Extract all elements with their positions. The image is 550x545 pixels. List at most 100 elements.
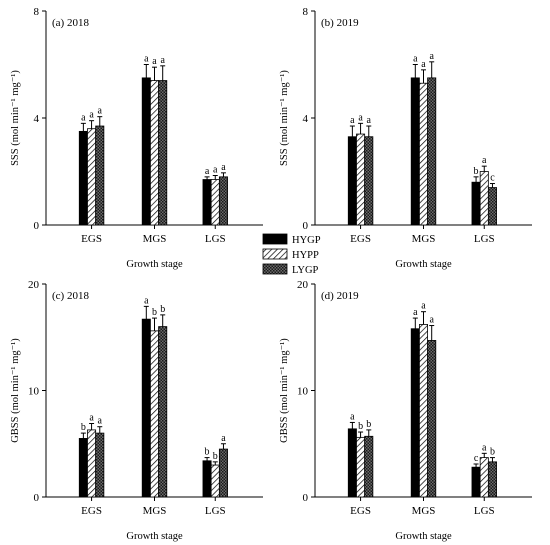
significance-letter: b — [490, 447, 495, 458]
y-tick-label: 10 — [28, 386, 40, 398]
bar — [202, 179, 212, 226]
significance-letter: b — [81, 422, 86, 433]
x-tick-label: MGS — [143, 505, 167, 517]
bar — [141, 77, 151, 226]
significance-letter: a — [152, 56, 157, 67]
panel-label: (b) 2019 — [321, 17, 359, 29]
bar — [158, 326, 168, 498]
panel-label: (a) 2018 — [52, 17, 89, 29]
bar — [149, 330, 159, 498]
x-tick-label: EGS — [81, 505, 102, 517]
legend-label: HYPP — [292, 250, 319, 261]
x-tick-label: LGS — [205, 505, 226, 517]
bar — [479, 457, 489, 498]
bar — [418, 324, 428, 498]
significance-letter: a — [89, 110, 94, 121]
x-tick-label: LGS — [474, 233, 495, 245]
significance-letter: a — [421, 59, 426, 70]
x-axis-title: Growth stage — [126, 531, 183, 542]
bar — [356, 133, 366, 226]
x-tick-label: EGS — [350, 233, 371, 245]
y-tick-label: 0 — [34, 492, 40, 504]
significance-letter: a — [98, 416, 103, 427]
bar — [202, 460, 212, 498]
significance-letter: a — [413, 307, 418, 318]
y-axis-title: SSS (mol min⁻¹ mg⁻¹) — [279, 70, 290, 166]
legend-swatch — [262, 233, 288, 245]
bar — [210, 179, 220, 226]
significance-letter: a — [98, 106, 103, 117]
bar — [158, 80, 168, 226]
y-tick-label: 8 — [34, 6, 40, 18]
bar — [364, 435, 374, 498]
y-axis-title: GBSS (mol min⁻¹ mg⁻¹) — [10, 338, 21, 443]
significance-letter: a — [89, 413, 94, 424]
bar — [78, 130, 88, 226]
bar — [410, 328, 420, 498]
x-tick-label: EGS — [350, 505, 371, 517]
bar — [210, 464, 220, 498]
significance-letter: a — [413, 54, 418, 65]
y-tick-label: 8 — [303, 6, 309, 18]
significance-letter: a — [144, 54, 149, 65]
significance-letter: a — [205, 166, 210, 177]
significance-letter: b — [358, 421, 363, 432]
significance-letter: a — [367, 115, 372, 126]
x-axis-title: Growth stage — [395, 531, 452, 542]
significance-letter: a — [482, 155, 487, 166]
significance-letter: c — [490, 173, 495, 184]
legend-label: HYGP — [292, 235, 321, 246]
bar — [218, 176, 228, 226]
panel-label: (c) 2018 — [52, 290, 89, 302]
panel-label: (d) 2019 — [321, 290, 359, 302]
y-tick-label: 10 — [297, 386, 309, 398]
bar — [149, 80, 159, 226]
significance-letter: a — [421, 301, 426, 312]
x-tick-label: EGS — [81, 233, 102, 245]
x-tick-label: MGS — [143, 233, 167, 245]
bar — [95, 432, 105, 498]
y-tick-label: 0 — [34, 220, 40, 232]
significance-letter: a — [144, 295, 149, 306]
bar — [410, 77, 420, 226]
significance-letter: b — [474, 166, 479, 177]
significance-letter: a — [213, 165, 218, 176]
bar — [471, 466, 481, 498]
x-axis-title: Growth stage — [126, 259, 183, 270]
legend: HYGP HYPP LYGP — [262, 233, 321, 276]
legend-swatch — [262, 263, 288, 275]
y-axis-title: GBSS (mol min⁻¹ mg⁻¹) — [279, 338, 290, 443]
bar — [427, 77, 437, 226]
bar — [347, 136, 357, 226]
significance-letter: b — [366, 419, 371, 430]
bar — [356, 436, 366, 498]
x-tick-label: MGS — [412, 505, 436, 517]
y-tick-label: 20 — [297, 279, 309, 291]
bar — [87, 128, 97, 226]
significance-letter: b — [205, 447, 210, 458]
y-axis-title: SSS (mol min⁻¹ mg⁻¹) — [10, 70, 21, 166]
bar — [487, 461, 497, 498]
significance-letter: c — [474, 453, 479, 464]
significance-letter: a — [350, 115, 355, 126]
significance-letter: a — [482, 442, 487, 453]
bar — [218, 448, 228, 498]
bar — [87, 429, 97, 498]
y-tick-label: 20 — [28, 279, 40, 291]
y-tick-label: 0 — [303, 220, 309, 232]
legend-swatch — [262, 248, 288, 260]
x-tick-label: LGS — [205, 233, 226, 245]
significance-letter: a — [81, 112, 86, 123]
x-tick-label: MGS — [412, 233, 436, 245]
legend-label: LYGP — [292, 265, 319, 276]
bar — [418, 82, 428, 226]
y-tick-label: 4 — [303, 113, 309, 125]
significance-letter: b — [160, 304, 165, 315]
significance-letter: b — [213, 451, 218, 462]
